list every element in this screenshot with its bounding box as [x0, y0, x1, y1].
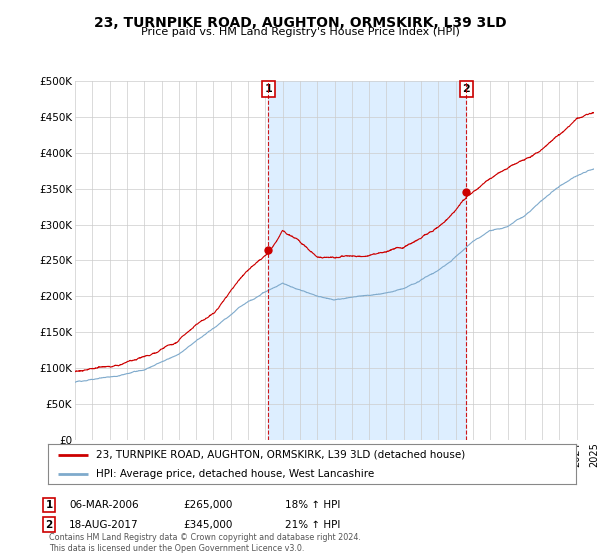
Text: 2: 2 [46, 520, 53, 530]
Text: 18-AUG-2017: 18-AUG-2017 [69, 520, 139, 530]
Text: 2: 2 [463, 84, 470, 94]
Text: 1: 1 [265, 84, 272, 94]
Text: £265,000: £265,000 [183, 500, 232, 510]
Text: Price paid vs. HM Land Registry's House Price Index (HPI): Price paid vs. HM Land Registry's House … [140, 27, 460, 37]
Text: Contains HM Land Registry data © Crown copyright and database right 2024.
This d: Contains HM Land Registry data © Crown c… [49, 533, 361, 553]
Bar [268, 81, 466, 440]
Text: 23, TURNPIKE ROAD, AUGHTON, ORMSKIRK, L39 3LD: 23, TURNPIKE ROAD, AUGHTON, ORMSKIRK, L3… [94, 16, 506, 30]
Text: 21% ↑ HPI: 21% ↑ HPI [285, 520, 340, 530]
Text: 06-MAR-2006: 06-MAR-2006 [69, 500, 139, 510]
Text: 1: 1 [46, 500, 53, 510]
Text: £345,000: £345,000 [183, 520, 232, 530]
Text: 23, TURNPIKE ROAD, AUGHTON, ORMSKIRK, L39 3LD (detached house): 23, TURNPIKE ROAD, AUGHTON, ORMSKIRK, L3… [95, 450, 465, 460]
Text: 18% ↑ HPI: 18% ↑ HPI [285, 500, 340, 510]
Text: HPI: Average price, detached house, West Lancashire: HPI: Average price, detached house, West… [95, 469, 374, 478]
